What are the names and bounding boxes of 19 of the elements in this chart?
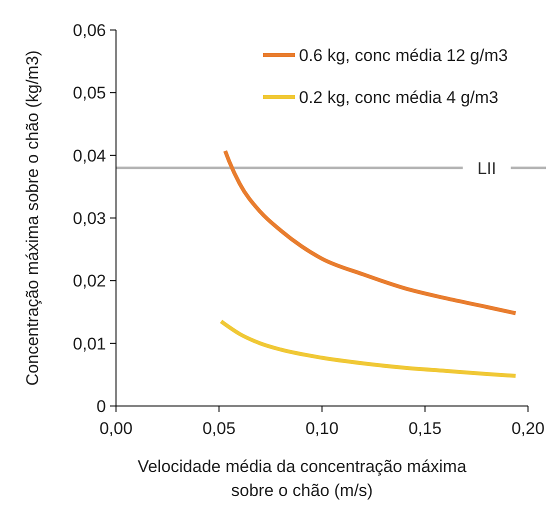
x-tick-label: 0,15	[408, 419, 442, 438]
legend-label: 0.6 kg, conc média 12 g/m3	[299, 46, 508, 65]
ref-line-label: LII	[477, 158, 496, 178]
y-tick-label: 0,06	[72, 21, 106, 40]
line-series	[223, 148, 518, 316]
x-axis-title: Velocidade média da concentração máxima sobre o chão (m/s)	[138, 457, 467, 500]
y-tick-label: 0,04	[72, 146, 106, 166]
y-axis-title: Concentração máxima sobre o chão (kg/m3)	[23, 50, 42, 386]
y-tick-label: 0,03	[72, 209, 106, 228]
legend-label: 0.2 kg, conc média 4 g/m3	[299, 88, 498, 107]
x-tick-label: 0,10	[305, 419, 339, 438]
y-tick-label: 0,02	[72, 272, 106, 291]
x-tick-label: 0,05	[202, 419, 236, 438]
x-tick-label: 0,20	[511, 419, 545, 438]
x-tick-label: 0,00	[99, 419, 133, 438]
y-tick-label: 0	[96, 397, 106, 416]
y-tick-label: 0,05	[72, 84, 106, 103]
line-series	[219, 319, 518, 378]
y-tick-label: 0,01	[72, 334, 106, 354]
